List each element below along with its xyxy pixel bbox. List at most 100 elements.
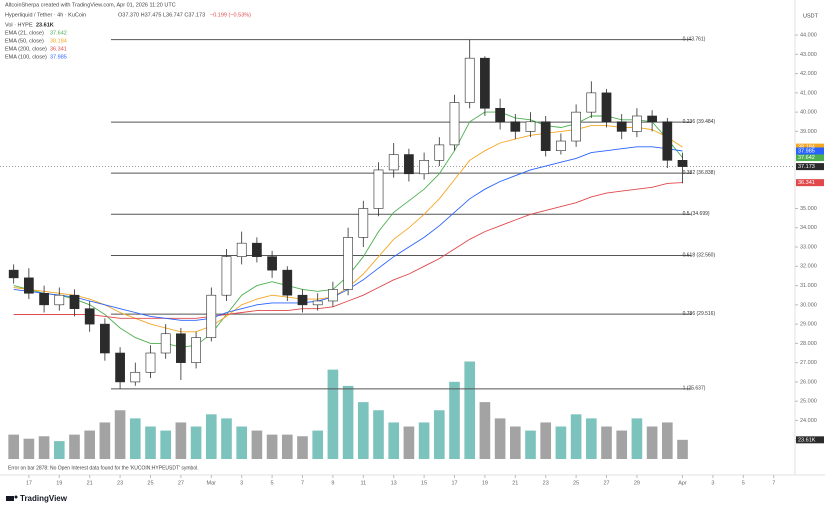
x-tick-label: 25 [147, 480, 153, 486]
candle-body [404, 154, 414, 175]
candle-body [236, 242, 247, 257]
x-tick-label: 21 [87, 480, 93, 486]
candle-body [343, 237, 353, 290]
volume-bar [570, 414, 582, 459]
candle-body [388, 154, 399, 171]
price-badge: 37.173 [798, 164, 815, 170]
x-tick-label: 3 [711, 480, 714, 486]
x-tick-label: 13 [391, 480, 397, 486]
volume-bar [357, 402, 369, 459]
candle-body [434, 144, 445, 161]
y-tick-label: 29.000 [800, 322, 817, 328]
x-tick-label: 19 [56, 480, 62, 486]
legend: Vol · HYPE 23.61K EMA (21, close) 37.642 EMA… [5, 22, 67, 60]
candle-body [115, 352, 125, 383]
candle-body [8, 269, 19, 279]
y-tick-label: 39.000 [800, 129, 817, 135]
volume-bar [221, 418, 232, 459]
ohlc: O37.370 H37.475 L36.747 C37.173 [118, 12, 205, 18]
candle-body [358, 208, 369, 238]
y-tick-label: 25.000 [800, 399, 817, 405]
candle-body [464, 57, 475, 103]
y-tick-label: 27.000 [800, 360, 817, 366]
candle-body [632, 115, 642, 132]
volume-bar [403, 426, 415, 459]
ema-badge-bg [796, 179, 824, 187]
volume-bar [555, 426, 567, 459]
candle-body [191, 337, 201, 363]
candle-body [252, 242, 262, 257]
currency: USDT [803, 13, 819, 19]
error-message: Error on bar 2878: No Open Interest data… [8, 465, 199, 471]
candle-body [84, 308, 95, 325]
y-tick-label: 40.000 [800, 110, 817, 116]
volume-bar [69, 434, 80, 459]
candle-body [39, 292, 49, 306]
x-tick-label: 29 [634, 480, 640, 486]
volume-bar [449, 381, 460, 459]
candle-body [312, 300, 323, 306]
x-tick-label: 11 [360, 480, 366, 486]
candle-body [616, 121, 627, 132]
volume-bar [23, 438, 35, 459]
y-tick-label: 34.000 [800, 225, 817, 231]
candle-body [297, 294, 308, 306]
y-tick-label: 28.000 [800, 341, 817, 347]
y-tick-label: 26.000 [800, 379, 817, 385]
fib-label: 0.236 (39.484) [683, 119, 716, 125]
candle-body [419, 160, 429, 175]
logo: TradingView [6, 494, 68, 503]
volume-bar [8, 434, 20, 459]
candle-body [556, 140, 566, 151]
change: −0.199 (−0.53%) [210, 12, 251, 18]
fib-label: 1 (25.637) [683, 386, 706, 392]
candle-body [510, 121, 521, 132]
ema-line [13, 182, 683, 319]
y-tick-label: 41.000 [800, 90, 817, 96]
volume-bar [540, 422, 552, 459]
volume-bar [585, 418, 597, 459]
legend-name: EMA (100, close) [5, 54, 47, 60]
volume-bar [160, 430, 172, 459]
volume-bar [373, 410, 384, 459]
legend-name: EMA (200, close) [5, 46, 47, 52]
candle-body [495, 107, 505, 123]
y-tick-label: 33.000 [800, 244, 817, 250]
candle-body [328, 289, 338, 302]
candle-body [267, 256, 277, 271]
y-tick-label: 24.000 [800, 418, 817, 424]
candle-body [160, 333, 171, 354]
logo-text: TradingView [20, 494, 68, 503]
legend-volume-name: Vol · HYPE [5, 22, 33, 28]
x-tick-label: 27 [603, 480, 609, 486]
volume-bar [84, 430, 96, 459]
volume-bar [38, 436, 50, 459]
legend-name: EMA (50, close) [5, 38, 44, 44]
x-tick-label: 5 [742, 480, 745, 486]
volume-bar [433, 410, 445, 459]
legend-value: 36.341 [50, 46, 67, 52]
volume-bar [464, 361, 476, 459]
volume-bar [236, 426, 248, 459]
ema-badge: 37.642 [798, 155, 815, 161]
x-tick-label: 5 [271, 480, 274, 486]
x-tick-label: 15 [421, 480, 427, 486]
volume-bar [312, 430, 324, 459]
volume-bar [509, 426, 521, 459]
candle-body [130, 371, 141, 383]
x-tick-label: 23 [543, 480, 549, 486]
candle-body [282, 269, 293, 296]
y-tick-label: 43.000 [800, 52, 817, 58]
candle-body [176, 333, 186, 363]
volume-badge-bg [796, 436, 824, 444]
legend-value: 37.985 [50, 54, 67, 60]
candle-body [480, 57, 490, 109]
candle-body [100, 323, 110, 354]
x-tick-label: 9 [331, 480, 334, 486]
x-tick-label: 17 [26, 480, 32, 486]
candle-body [601, 92, 612, 123]
volume-bar [129, 418, 141, 459]
y-tick-label: 32.000 [800, 264, 817, 270]
candle-body [662, 121, 673, 161]
